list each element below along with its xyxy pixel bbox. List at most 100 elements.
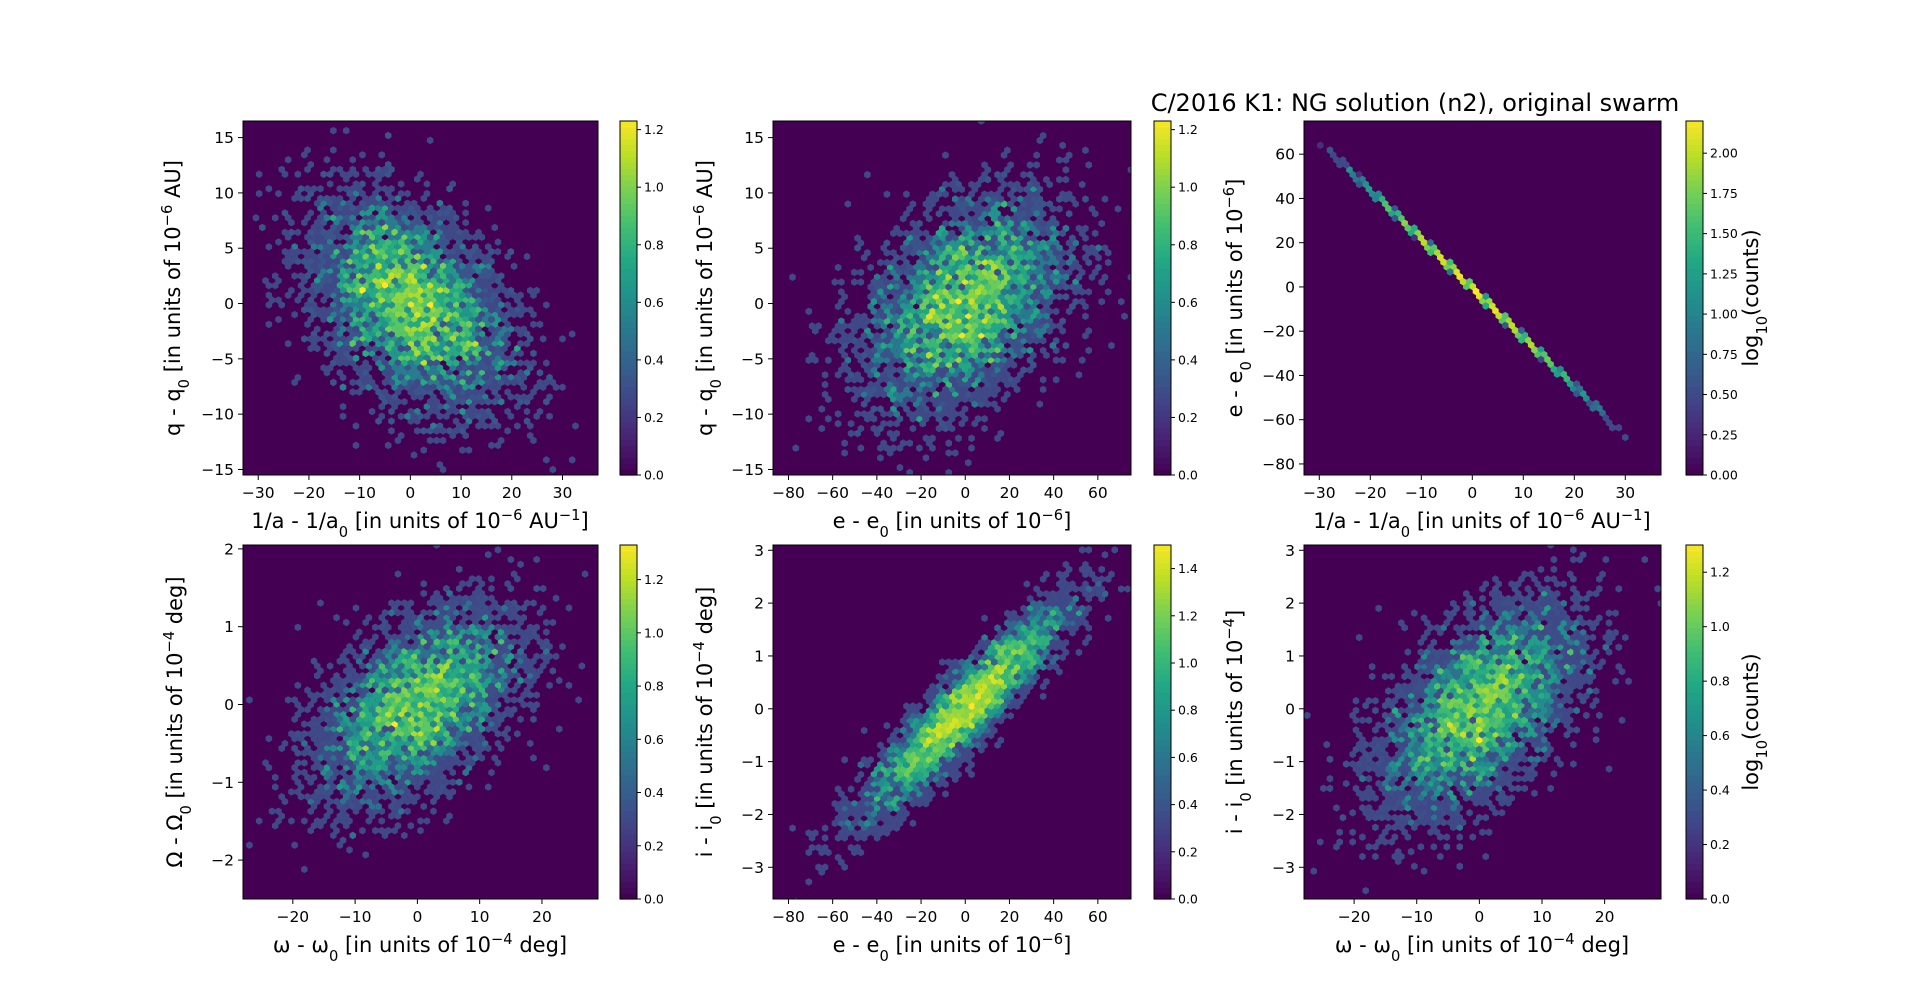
hexbin-cell — [1010, 332, 1018, 340]
hexbin-cell — [468, 691, 476, 699]
hexbin-cell — [475, 701, 482, 709]
hexbin-cell — [1056, 244, 1063, 252]
hexbin-cell — [320, 238, 327, 246]
hexbin-cell — [1039, 200, 1047, 208]
colorbar-tick-label: 0.4 — [644, 352, 664, 367]
hexbin-cell — [352, 218, 360, 227]
hexbin-cell — [372, 788, 379, 796]
hexbin-cell — [456, 584, 463, 593]
hexbin-cell — [381, 388, 389, 396]
colorbar-segment — [620, 598, 637, 605]
hexbin-cell — [1036, 658, 1044, 666]
hexbin-cell — [1020, 624, 1027, 632]
colorbar-segment — [1686, 162, 1703, 169]
hexbin-cell — [433, 291, 440, 299]
hexbin-cell — [481, 354, 489, 362]
hexbin-cell — [420, 262, 427, 270]
hexbin-cell — [456, 238, 463, 246]
hexbin-cell — [997, 361, 1005, 369]
hexbin-cell — [365, 710, 373, 719]
hexbin-cell — [355, 696, 363, 704]
hexbin-cell — [974, 366, 982, 374]
hexbin-cell — [1069, 629, 1076, 637]
hexbin-cell — [909, 317, 917, 325]
hexbin-cell — [355, 773, 363, 782]
colorbar-segment — [620, 362, 637, 370]
hexbin-cell — [965, 253, 972, 262]
hexbin-cell — [1511, 326, 1519, 335]
hexbin-cell — [1062, 283, 1070, 291]
hexbin-cell — [890, 444, 897, 452]
hexbin-cell — [997, 371, 1005, 379]
hexbin-cell — [873, 765, 881, 774]
hexbin-cell — [1030, 322, 1037, 330]
hexbin-cell — [507, 354, 515, 362]
hexbin-cell — [1104, 258, 1112, 267]
hexbin-cell — [488, 344, 495, 353]
hexbin-cell — [394, 330, 402, 338]
colorbar-segment — [1154, 374, 1171, 382]
hexbin-cell — [297, 185, 305, 193]
hexbin-cell — [890, 327, 897, 335]
hexbin-cell — [465, 359, 473, 367]
hexbin-cell — [1417, 234, 1425, 242]
hexbin-cell — [417, 335, 424, 343]
hexbin-cell — [919, 244, 926, 252]
hexbin-cell — [527, 691, 534, 699]
colorbar-segment — [1686, 386, 1703, 393]
hexbin-cell — [948, 268, 956, 277]
hexbin-cell — [237, 296, 244, 304]
hexbin-cell — [381, 725, 389, 733]
hexbin-cell — [527, 393, 534, 401]
x-tick-label: −10 — [343, 484, 376, 502]
hexbin-cell — [890, 405, 897, 413]
hexbin-cell — [294, 788, 302, 796]
colorbar-tick-label: 0.8 — [644, 237, 664, 252]
hexbin-cell — [536, 378, 544, 387]
hexbin-cell — [481, 422, 489, 430]
hexbin-cell — [945, 390, 952, 399]
hexbin-cell — [935, 682, 943, 691]
hexbin-cell — [533, 633, 540, 641]
hexbin-cell — [543, 638, 550, 646]
hexbin-cell — [323, 812, 331, 820]
hexbin-cell — [488, 315, 495, 324]
hexbin-cell — [1388, 209, 1395, 218]
hexbin-cell — [417, 218, 424, 227]
hexbin-cell — [945, 736, 952, 744]
hexbin-cell — [381, 676, 389, 685]
hexbin-cell — [349, 320, 356, 329]
hexbin-cell — [375, 657, 382, 665]
hexbin-cell — [284, 696, 292, 704]
hexbin-cell — [330, 146, 337, 154]
hexbin-cell — [365, 672, 373, 680]
hexbin-cell — [1349, 170, 1356, 179]
hexbin-cell — [854, 244, 861, 252]
hexbin-cell — [330, 734, 337, 743]
hexbin-cell — [485, 628, 492, 636]
hexbin-cell — [456, 277, 463, 285]
hexbin-cell — [485, 550, 492, 559]
hexbin-cell — [864, 790, 871, 798]
hexbin-cell — [381, 657, 389, 665]
hexbin-cell — [272, 822, 279, 830]
colorbar-tick-label: 0.2 — [644, 838, 664, 853]
hexbin-cell — [883, 288, 891, 296]
hexbin-cell — [1026, 219, 1034, 228]
hexbin-cell — [929, 327, 936, 335]
hexbin-cell — [320, 306, 327, 314]
hexbin-cell — [362, 851, 369, 859]
hexbin-cell — [352, 768, 360, 777]
hexbin-cell — [929, 200, 936, 208]
hexbin-cell — [485, 349, 492, 358]
hexbin-cell — [475, 296, 482, 304]
hexbin-cell — [426, 696, 434, 704]
hexbin-cell — [391, 642, 398, 651]
hexbin-cell — [870, 780, 878, 788]
hexbin-cell — [307, 335, 314, 343]
hexbin-cell — [520, 691, 527, 699]
hexbin-cell — [446, 252, 453, 261]
hexbin-cell — [488, 277, 495, 285]
hexbin-cell — [478, 734, 486, 743]
hexbin-cell — [423, 652, 431, 661]
